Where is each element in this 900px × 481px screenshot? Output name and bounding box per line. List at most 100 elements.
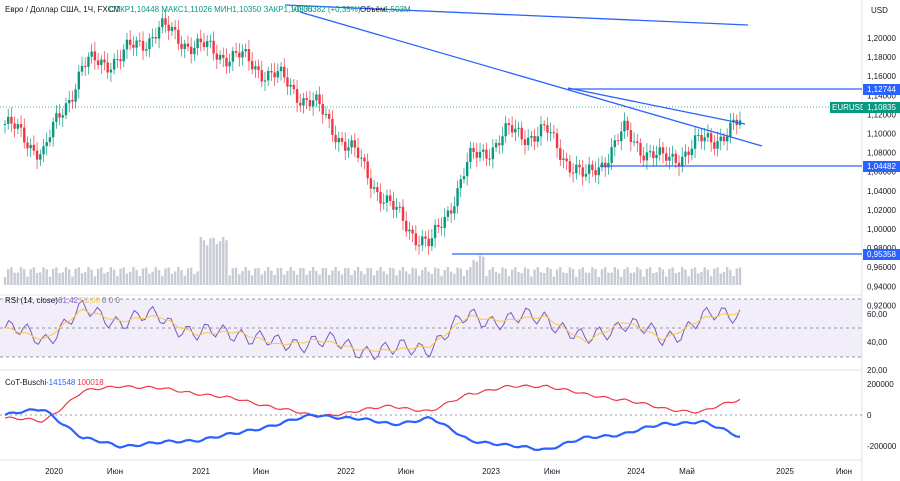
- candle-body: [709, 133, 713, 143]
- candle-body: [100, 59, 103, 65]
- candle-body: [106, 62, 109, 73]
- candle-body: [260, 70, 263, 82]
- cot-blue-line: [4, 408, 741, 451]
- main-pane-bg: [0, 0, 862, 460]
- rsi-ma-line: [4, 308, 741, 353]
- volume-bar: [77, 267, 81, 285]
- candle-body: [238, 52, 241, 58]
- volume-bar: [462, 275, 466, 285]
- candle-body: [51, 121, 55, 138]
- candle-body: [488, 158, 491, 160]
- candle-body: [154, 37, 158, 39]
- volume-bar: [405, 271, 408, 285]
- volume-bar: [584, 272, 588, 285]
- time-axis-ticks[interactable]: 2020 Июн 2021 Июн 2022 Июн 2023 Июн 2024 Май 2025 И…: [45, 467, 852, 476]
- candle-body: [3, 123, 7, 125]
- candle-body: [321, 104, 324, 115]
- candle-body: [417, 245, 421, 247]
- rsi-tick: 40,00: [867, 338, 888, 347]
- volume-bar: [311, 267, 315, 285]
- candle-body: [437, 225, 440, 227]
- candle-body: [597, 167, 600, 176]
- price-tick: 1,08000: [867, 149, 896, 158]
- candle-body: [725, 136, 729, 142]
- candle-body: [639, 143, 642, 156]
- ticker-badge-text: EURUSD: [832, 103, 866, 112]
- volume-bar: [292, 270, 296, 285]
- volume-bar: [526, 268, 530, 285]
- volume-bar: [305, 274, 308, 285]
- candle-body: [202, 42, 206, 48]
- volume-bar: [51, 268, 55, 285]
- candle-body: [196, 38, 199, 48]
- candle-body: [427, 238, 430, 247]
- candle-body: [266, 70, 270, 81]
- candle-body: [706, 133, 710, 138]
- candle-body: [315, 94, 318, 101]
- candle-body: [122, 49, 125, 62]
- volume-bar: [48, 276, 52, 285]
- candle-body: [610, 147, 613, 163]
- candle-body: [607, 162, 610, 168]
- volume-bar: [344, 267, 347, 285]
- volume-bar: [600, 269, 604, 285]
- trendline-top[interactable]: [284, 4, 749, 26]
- volume-bar: [523, 267, 527, 285]
- volume-bar: [629, 272, 633, 285]
- volume-bar: [308, 270, 312, 285]
- candle-body: [148, 38, 151, 50]
- volume-bar: [575, 276, 578, 285]
- candle-body: [661, 147, 665, 154]
- volume-bar: [372, 275, 376, 285]
- volume-bar: [96, 268, 100, 285]
- volume-bar: [594, 269, 597, 285]
- candle-body: [536, 136, 539, 142]
- candle-body: [350, 140, 353, 148]
- price-axis-ticks[interactable]: 1,20000 1,18000 1,16000 1,14000 1,12000 1,100…: [867, 34, 896, 310]
- volume-bar: [266, 267, 270, 285]
- candle-body: [13, 123, 16, 129]
- volume-bar: [469, 267, 472, 285]
- volume-bar: [507, 276, 511, 285]
- candle-body: [729, 122, 732, 137]
- candle-body: [157, 27, 161, 39]
- candle-body: [372, 187, 376, 189]
- volume-bar: [84, 272, 87, 285]
- candle-body: [382, 202, 385, 204]
- volume-bar: [684, 269, 687, 285]
- volume-bar: [716, 267, 719, 285]
- volume-bar: [206, 245, 209, 285]
- volume-bar: [735, 268, 738, 285]
- volume-bar: [398, 270, 401, 285]
- volume-bar: [289, 267, 292, 285]
- volume-bar: [228, 275, 231, 285]
- candle-body: [671, 153, 674, 157]
- candle-body: [575, 164, 578, 174]
- candle-body: [716, 141, 719, 149]
- rsi-value-2: 58,08: [80, 296, 101, 305]
- candle-body: [289, 84, 292, 87]
- volume-bar: [443, 269, 446, 285]
- volume-bar: [138, 275, 142, 285]
- volume-bar: [494, 271, 498, 285]
- candle-body: [719, 136, 722, 142]
- trendline-descending[interactable]: [299, 11, 763, 147]
- volume-bar: [225, 240, 228, 285]
- volume-bar: [132, 267, 135, 285]
- level-badge-2: 1,04482: [863, 161, 900, 172]
- candle-body: [218, 54, 222, 60]
- cot-axis-ticks: 200000 0 -200000: [867, 380, 897, 451]
- volume-bar: [552, 276, 556, 285]
- volume-bar: [13, 272, 16, 285]
- candle-body: [623, 120, 626, 132]
- volume-bar: [568, 267, 572, 285]
- price-tick: 1,20000: [867, 34, 896, 43]
- volume-bar: [321, 267, 324, 285]
- volume-bar: [199, 237, 202, 285]
- candle-body: [700, 134, 703, 142]
- trendline-short[interactable]: [567, 87, 746, 125]
- candle-body: [331, 118, 334, 135]
- candle-body: [507, 123, 511, 126]
- volume-bar: [623, 269, 626, 285]
